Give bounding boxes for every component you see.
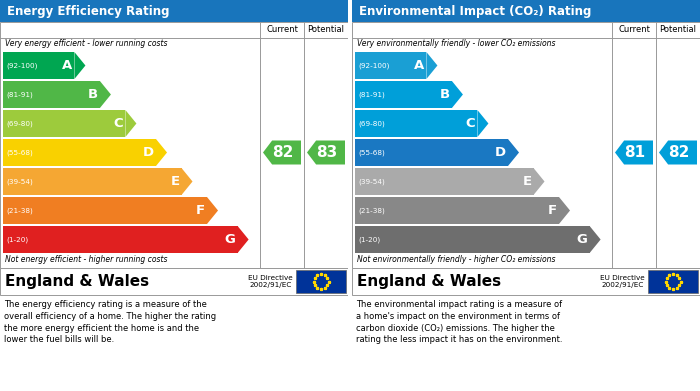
Text: Potential: Potential: [659, 25, 696, 34]
Text: EU Directive
2002/91/EC: EU Directive 2002/91/EC: [248, 275, 293, 288]
Polygon shape: [156, 139, 167, 166]
Bar: [355, 168, 533, 195]
Text: (81-91): (81-91): [358, 91, 385, 98]
Bar: [3, 168, 181, 195]
Text: (39-54): (39-54): [358, 178, 385, 185]
Bar: [355, 52, 426, 79]
Text: EU Directive
2002/91/EC: EU Directive 2002/91/EC: [601, 275, 645, 288]
Polygon shape: [533, 168, 545, 195]
Bar: [3, 226, 237, 253]
Text: (1-20): (1-20): [6, 236, 28, 243]
Bar: [355, 139, 508, 166]
Text: Current: Current: [266, 25, 298, 34]
Text: (21-38): (21-38): [358, 207, 385, 214]
Text: (69-80): (69-80): [358, 120, 385, 127]
Bar: [352, 22, 700, 268]
Text: The energy efficiency rating is a measure of the
overall efficiency of a home. T: The energy efficiency rating is a measur…: [4, 300, 216, 344]
Bar: [355, 81, 452, 108]
Text: England & Wales: England & Wales: [5, 274, 149, 289]
Bar: [352, 0, 700, 22]
Text: Not energy efficient - higher running costs: Not energy efficient - higher running co…: [5, 255, 167, 264]
Text: (1-20): (1-20): [358, 236, 380, 243]
Text: Current: Current: [618, 25, 650, 34]
Polygon shape: [559, 197, 570, 224]
Text: Not environmentally friendly - higher CO₂ emissions: Not environmentally friendly - higher CO…: [357, 255, 556, 264]
Polygon shape: [615, 140, 653, 165]
Text: 82: 82: [668, 145, 690, 160]
Text: G: G: [225, 233, 236, 246]
Bar: [3, 139, 156, 166]
Polygon shape: [74, 52, 85, 79]
Text: G: G: [577, 233, 587, 246]
Text: A: A: [62, 59, 72, 72]
Bar: [352, 268, 700, 295]
Polygon shape: [207, 197, 218, 224]
Bar: [648, 270, 698, 293]
Text: Potential: Potential: [307, 25, 344, 34]
Text: C: C: [466, 117, 475, 130]
Bar: [3, 52, 74, 79]
Polygon shape: [100, 81, 111, 108]
Bar: [3, 110, 125, 137]
Text: Energy Efficiency Rating: Energy Efficiency Rating: [7, 5, 169, 18]
Text: (55-68): (55-68): [6, 149, 33, 156]
Bar: [296, 270, 346, 293]
Bar: [3, 81, 100, 108]
Text: E: E: [170, 175, 179, 188]
Text: (81-91): (81-91): [6, 91, 33, 98]
Text: (39-54): (39-54): [6, 178, 33, 185]
Polygon shape: [589, 226, 601, 253]
Text: (92-100): (92-100): [358, 62, 389, 69]
Polygon shape: [125, 110, 136, 137]
Bar: [348, 0, 352, 391]
Polygon shape: [181, 168, 193, 195]
Bar: [0, 22, 348, 268]
Text: B: B: [88, 88, 98, 101]
Bar: [355, 226, 589, 253]
Text: Very energy efficient - lower running costs: Very energy efficient - lower running co…: [5, 39, 167, 48]
Text: (55-68): (55-68): [358, 149, 385, 156]
Polygon shape: [263, 140, 301, 165]
Polygon shape: [237, 226, 248, 253]
Polygon shape: [508, 139, 519, 166]
Text: 82: 82: [272, 145, 293, 160]
Polygon shape: [307, 140, 345, 165]
Bar: [355, 110, 477, 137]
Text: E: E: [522, 175, 531, 188]
Text: F: F: [196, 204, 205, 217]
Text: D: D: [495, 146, 506, 159]
Polygon shape: [659, 140, 697, 165]
Bar: [0, 268, 348, 295]
Bar: [0, 0, 348, 22]
Text: D: D: [143, 146, 154, 159]
Text: (92-100): (92-100): [6, 62, 37, 69]
Bar: [355, 197, 559, 224]
Text: (21-38): (21-38): [6, 207, 33, 214]
Text: 83: 83: [316, 145, 337, 160]
Bar: [3, 197, 207, 224]
Polygon shape: [452, 81, 463, 108]
Text: F: F: [548, 204, 557, 217]
Text: 81: 81: [624, 145, 645, 160]
Text: The environmental impact rating is a measure of
a home's impact on the environme: The environmental impact rating is a mea…: [356, 300, 563, 344]
Polygon shape: [477, 110, 489, 137]
Text: A: A: [414, 59, 424, 72]
Text: Very environmentally friendly - lower CO₂ emissions: Very environmentally friendly - lower CO…: [357, 39, 556, 48]
Text: B: B: [440, 88, 450, 101]
Text: C: C: [114, 117, 123, 130]
Text: (69-80): (69-80): [6, 120, 33, 127]
Text: Environmental Impact (CO₂) Rating: Environmental Impact (CO₂) Rating: [359, 5, 592, 18]
Polygon shape: [426, 52, 438, 79]
Text: England & Wales: England & Wales: [357, 274, 501, 289]
